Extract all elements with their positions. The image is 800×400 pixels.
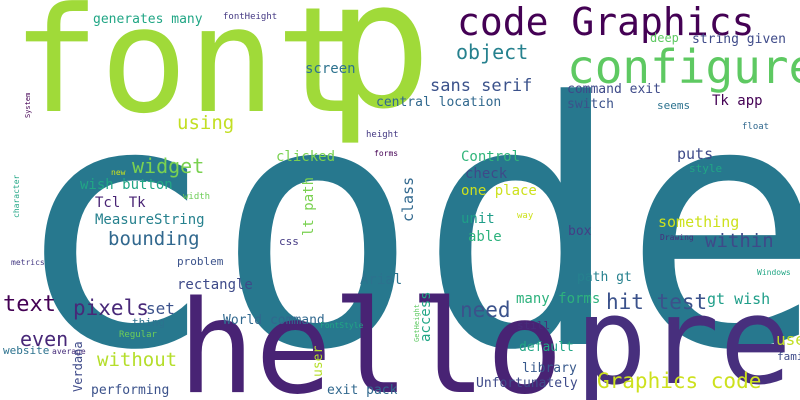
word-screen: screen	[305, 61, 356, 77]
word-performing: performing	[91, 383, 170, 398]
word-thing: thing	[132, 316, 166, 329]
word-deep: deep	[650, 31, 679, 45]
word-control: Control	[461, 149, 521, 165]
word-verdana: Verdana	[71, 341, 85, 392]
word-user: user	[311, 345, 326, 377]
word-text: text	[3, 292, 56, 317]
word-something: something	[658, 213, 740, 231]
word-check: check	[465, 166, 508, 182]
word-set: set	[146, 299, 175, 318]
word-string-given: string given	[692, 32, 786, 47]
word-windows: Windows	[757, 268, 791, 277]
word-font: font	[12, 0, 364, 146]
word-float: float	[742, 122, 770, 132]
word-arial: Arial	[360, 272, 403, 288]
word-able: able	[468, 229, 502, 245]
word-measurestring: MeasureString	[95, 212, 205, 228]
word-character: character	[12, 174, 21, 218]
word-without: without	[97, 349, 178, 371]
word-code-graphics: code Graphics	[457, 0, 755, 44]
word-seems: seems	[657, 99, 691, 112]
word-tk-app: Tk app	[712, 93, 763, 109]
word-one-place: one place	[461, 183, 537, 199]
word-code: code	[12, 30, 800, 400]
word-hello: hello	[178, 274, 564, 400]
word-clicked: clicked	[276, 149, 336, 165]
word-drawing: Drawing	[660, 233, 694, 242]
word-gt-wish: gt wish	[707, 290, 771, 308]
word-width: width	[183, 192, 211, 202]
word-even: even	[20, 327, 69, 351]
word-way: way	[517, 211, 534, 221]
word-fontheight: fontHeight	[223, 12, 278, 22]
word-pre: pre	[575, 273, 792, 400]
word-need: need	[460, 298, 511, 322]
word-regular: Regular	[119, 330, 157, 340]
word-family: family	[777, 350, 800, 363]
word-many-forms: many forms	[516, 291, 601, 307]
word-default: default	[519, 340, 574, 355]
word-switch: switch	[567, 97, 614, 112]
word-object: object	[456, 40, 529, 64]
word-sans-serif: sans serif	[430, 76, 533, 96]
word-within: within	[705, 230, 774, 252]
word-p: p	[326, 0, 432, 148]
word-library: library	[522, 361, 577, 376]
word-configure: configure	[567, 40, 800, 94]
word-unfortunately: Unfortunately	[476, 376, 578, 391]
word-using: using	[177, 112, 235, 134]
word-unit: unit	[461, 211, 495, 227]
word-graphics-code: Graphics code	[597, 369, 762, 393]
word-box: box	[568, 224, 592, 239]
word-system: System	[24, 92, 32, 118]
word-pixels: pixels	[73, 296, 149, 320]
word-bounding: bounding	[108, 228, 200, 250]
word-average: average	[52, 347, 86, 356]
word-hit-test: hit test	[606, 290, 708, 314]
word-command-exit: command exit	[567, 82, 661, 97]
word-world-command: World command	[223, 313, 325, 328]
word-widget: widget	[132, 154, 205, 178]
word-style: style	[689, 162, 723, 175]
word-rectangle: rectangle	[177, 277, 253, 293]
word-css: css	[279, 235, 299, 248]
word-getheight: GetHeight	[413, 304, 421, 342]
word-puts: puts	[677, 145, 714, 163]
word-central-location: central location	[376, 95, 502, 110]
word-forms: forms	[374, 149, 399, 158]
word-wish-button: wish button	[80, 177, 173, 193]
word-use: use	[776, 330, 800, 349]
word-height: height	[366, 130, 399, 140]
word-metrics: metrics	[11, 258, 45, 267]
word-tcl-tk: Tcl Tk	[95, 195, 146, 211]
word-path-gt: path gt	[577, 270, 632, 285]
word-access: access	[418, 291, 434, 342]
word-new: new	[111, 168, 126, 177]
word-generates-many: generates many	[93, 12, 203, 27]
word-exit-pack: exit pack	[327, 383, 398, 398]
word-fontstyle: FontStyle	[320, 321, 364, 330]
word-still: still	[517, 319, 551, 332]
word-lt-path: lt path	[301, 176, 317, 236]
word-website: website	[3, 344, 50, 357]
word-problem: problem	[177, 255, 224, 268]
word-class: class	[399, 176, 417, 222]
